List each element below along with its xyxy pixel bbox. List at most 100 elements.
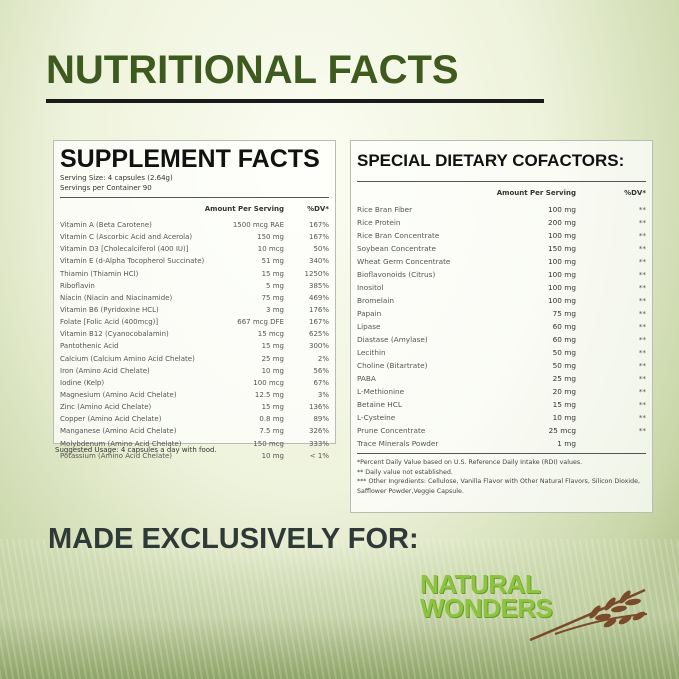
daily-value: 326% [308,427,329,436]
cofactors-panel: SPECIAL DIETARY COFACTORS: Amount Per Se… [350,140,653,513]
amount: 25 mg [552,374,576,383]
nutrient-name: Iron (Amino Acid Chelate) [60,366,150,375]
nutrient-name: Rice Bran Concentrate [357,231,440,240]
amount: 667 mcg DFE [237,318,284,327]
table-row: Iron (Amino Acid Chelate) 10 mg 56% [60,365,329,377]
table-row: Vitamin C (Ascorbic Acid and Acerola) 150… [60,231,329,243]
logo-line2: WONDERS [420,593,553,623]
footnote-dv: ** Daily value not established. [357,468,453,476]
amount: 15 mg [552,400,576,409]
daily-value: 56% [313,366,329,375]
nutrient-name: Rice Bran Fiber [357,205,413,214]
daily-value: 167% [308,233,329,242]
table-row: Bromelain 100 mg ** [357,294,646,307]
table-row: Vitamin B12 (Cyanocobalamin) 15 mcg 625% [60,328,329,340]
nutrient-name: Papain [357,309,382,318]
daily-value: 67% [313,378,329,387]
daily-value: 167% [308,318,329,327]
supplement-facts-heading: SUPPLEMENT FACTS [60,145,320,173]
title-divider [46,99,544,103]
amount: 150 mg [257,233,284,242]
table-row: Papain 75 mg ** [357,307,646,320]
nutrient-name: L-Methionine [357,387,405,396]
table-header: Amount Per Serving %DV* [60,197,329,219]
amount: 5 mg [266,281,284,290]
daily-value: 385% [308,281,329,290]
amount: 1500 mcg RAE [232,221,284,230]
supplement-facts-panel: SUPPLEMENT FACTS Serving Size: 4 capsule… [53,140,336,460]
nutrient-name: Thiamin (Thiamin HCl) [60,269,139,278]
daily-value: ** [638,322,646,331]
daily-value: ** [638,231,646,240]
table-row: Vitamin E (d-Alpha Tocopherol Succinate)… [60,255,329,267]
daily-value: 300% [308,342,329,351]
amount: 10 mcg [257,245,284,254]
amount: 75 mg [552,309,576,318]
nutrient-name: Lipase [357,322,381,331]
table-row: Bioflavonoids (Citrus) 100 mg ** [357,268,646,281]
daily-value: 50% [313,245,329,254]
table-row: Rice Bran Fiber 100 mg ** [357,203,646,216]
nutrient-name: L-Cysteine [357,413,396,422]
made-exclusively-heading: MADE EXCLUSIVELY FOR: [48,523,419,555]
table-row: Rice Protein 200 mg ** [357,216,646,229]
amount: 1 mg [557,439,576,448]
table-row: Magnesium (Amino Acid Chelate) 12.5 mg 3% [60,389,329,401]
daily-value: ** [638,348,646,357]
dv-header: %DV* [307,205,329,213]
amount: 15 mg [261,403,284,412]
nutrient-name: Copper (Amino Acid Chelate) [60,415,162,424]
nutrient-name: Potassium (Amino Acid Chelate) [60,451,173,460]
table-row: Rice Bran Concentrate 100 mg ** [357,229,646,242]
nutrient-name: PABA [357,374,376,383]
nutrient-name: Bromelain [357,296,395,305]
nutrient-name: Vitamin B6 (Pyridoxine HCL) [60,306,159,315]
logo-line1: NATURAL [420,569,541,599]
amount: 50 mg [552,348,576,357]
table-row: Calcium (Calcium Amino Acid Chelate) 25 m… [60,353,329,365]
table-row: Trace Minerals Powder 1 mg [357,437,646,450]
table-row: L-Cysteine 10 mg ** [357,411,646,424]
amount: 10 mg [552,413,576,422]
nutrient-name: Niacin (Niacin and Niacinamide) [60,293,173,302]
amount-header: Amount Per Serving [204,205,284,213]
daily-value: ** [638,270,646,279]
table-row: Choline (Bitartrate) 50 mg ** [357,359,646,372]
amount: 150 mcg [253,439,284,448]
daily-value: ** [638,309,646,318]
table-row: Betaine HCL 15 mg ** [357,398,646,411]
amount: 51 mg [261,257,284,266]
nutrient-name: Betaine HCL [357,400,402,409]
supplement-rows: Vitamin A (Beta Carotene) 1500 mcg RAE 167… [60,219,329,462]
natural-wonders-logo: NATURAL WONDERS [420,569,650,642]
suggested-usage: Suggested Usage: 4 capsules a day with f… [55,446,217,454]
daily-value: 167% [308,221,329,230]
amount: 10 mg [261,451,284,460]
table-row: Folate [Folic Acid (400mcg)] 667 mcg DFE 1… [60,316,329,328]
amount: 25 mg [261,354,284,363]
nutrient-name: Inositol [357,283,384,292]
footnotes: *Percent Daily Value based on U.S. Refer… [357,453,646,496]
daily-value: < 1% [309,451,329,460]
nutrient-name: Iodine (Kelp) [60,378,105,387]
table-row: Manganese (Amino Acid Chelate) 7.5 mg 326% [60,425,329,437]
footnote-rdi: *Percent Daily Value based on U.S. Refer… [357,459,583,466]
daily-value: 625% [308,330,329,339]
table-row: Thiamin (Thiamin HCl) 15 mg 1250% [60,268,329,280]
nutrient-name: Vitamin A (Beta Carotene) [60,221,152,230]
nutrient-name: Vitamin D3 [Cholecalciferol (400 IU)] [60,245,189,254]
amount: 60 mg [552,335,576,344]
table-row: Diastase (Amylase) 60 mg ** [357,333,646,346]
nutrient-name: Choline (Bitartrate) [357,361,428,370]
table-row: PABA 25 mg ** [357,372,646,385]
table-row: Lecithin 50 mg ** [357,346,646,359]
table-row: Potassium (Amino Acid Chelate) 10 mg < 1% [60,450,329,462]
table-row: Copper (Amino Acid Chelate) 0.8 mg 89% [60,413,329,425]
nutrient-name: Zinc (Amino Acid Chelate) [60,403,152,412]
table-row: Vitamin B6 (Pyridoxine HCL) 3 mg 176% [60,304,329,316]
nutrient-name: Magnesium (Amino Acid Chelate) [60,391,177,400]
amount: 100 mcg [253,378,284,387]
nutrient-name: Vitamin C (Ascorbic Acid and Acerola) [60,233,193,242]
amount: 75 mg [261,293,284,302]
amount: 100 mg [548,257,576,266]
